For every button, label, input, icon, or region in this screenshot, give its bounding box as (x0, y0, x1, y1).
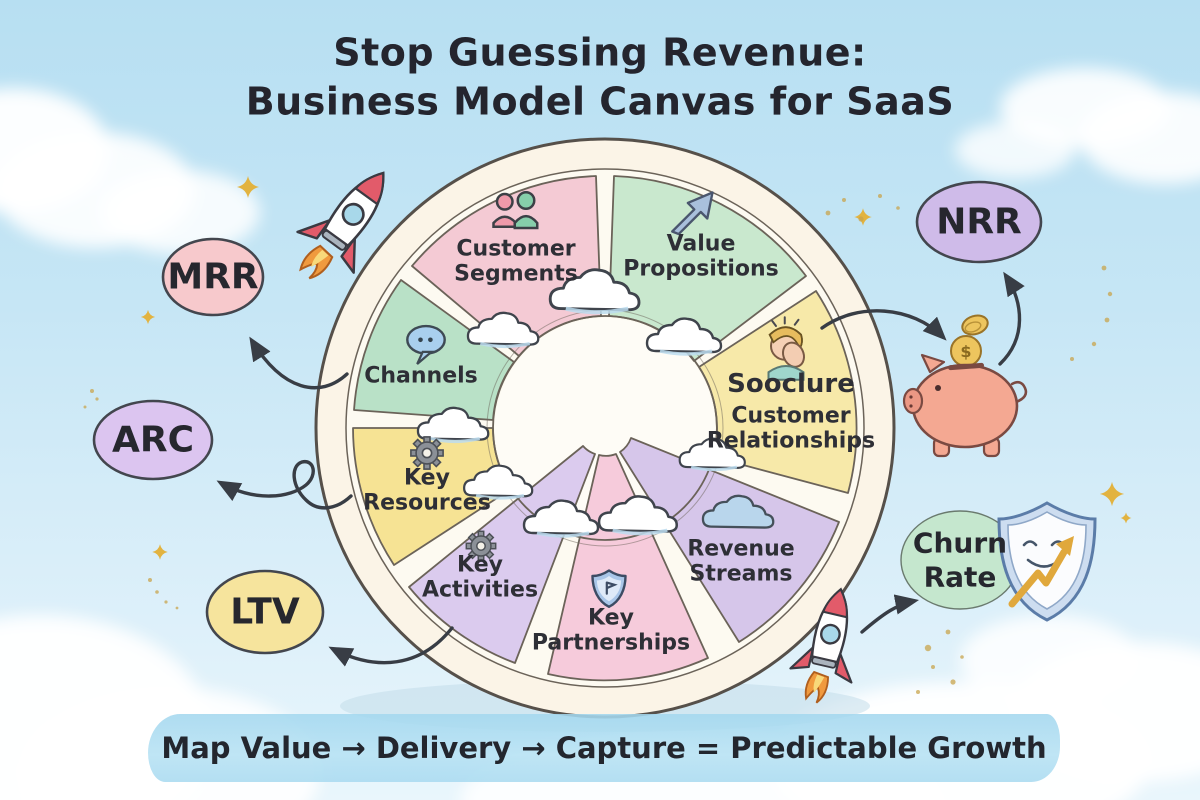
speech-bubble-icon (406, 324, 446, 365)
segment-label-key-activities: Key Activities (421, 552, 539, 602)
footer-banner-text: Map Value → Delivery → Capture = Predict… (161, 731, 1047, 765)
gold-speckles (83, 194, 1113, 694)
metric-bubbles (92, 180, 1043, 655)
segment-label-key-partnerships: Key Partnerships (531, 605, 691, 655)
bubble-arc (92, 399, 214, 481)
bubble-mrr (161, 237, 265, 317)
arrow-activities-to-ltv (328, 626, 454, 667)
piggy-tail (1010, 380, 1028, 404)
footer-banner (148, 714, 1060, 782)
piggy-eye (935, 385, 941, 391)
metric-label-nrr: NRR (936, 201, 1022, 243)
cloud-icon (701, 494, 775, 529)
arrow-rocket-to-churn (860, 594, 920, 634)
segment-label-customer-relationships: Customer Relationships (706, 403, 876, 453)
segment-label-key-resources: Key Resources (363, 465, 491, 515)
arrow-resources-to-arc (216, 460, 353, 510)
gear-icon (410, 436, 444, 470)
segment-key-activities (408, 445, 596, 664)
shield-smiley-icon (997, 501, 1097, 622)
segment-label-customer-segments: Customer Segments (454, 236, 578, 286)
business-model-wheel (314, 137, 896, 732)
segment-label-channels: Channels (364, 363, 478, 389)
metric-label-arc: ARC (111, 419, 195, 461)
coin-slot (948, 362, 984, 371)
arrow-piggy-to-nrr (998, 271, 1025, 366)
piggy-ear (920, 353, 946, 374)
piggy-bank-icon: $ (902, 314, 1028, 458)
customer-care-icon (767, 316, 805, 381)
coin-icon (961, 314, 989, 336)
connector-arrows (216, 271, 1025, 667)
arrow-channels-to-mrr (249, 336, 349, 390)
growth-arrow-icon (671, 191, 714, 236)
piggy-snout (902, 387, 924, 415)
people-icon (492, 190, 539, 230)
segment-key-partnerships (547, 453, 709, 682)
segment-label-value-propositions: Value Propositions (623, 231, 779, 281)
coin-dollar-sign: $ (960, 342, 971, 361)
metric-label-ltv: LTV (230, 591, 300, 633)
segment-revenue-streams (619, 437, 840, 643)
metric-label-mrr: MRR (167, 256, 259, 298)
metric-label-churn-rate: Churn Rate (912, 526, 1008, 593)
page-title: Stop Guessing Revenue: Business Model Ca… (245, 30, 955, 124)
growth-arrow-icon (1008, 548, 1068, 608)
bubble-ltv (205, 569, 325, 655)
bubble-nrr (915, 180, 1043, 264)
segment-label-revenue-streams: Revenue Streams (687, 536, 795, 586)
segment-overline-customer-relationships: Sooclure (727, 369, 855, 399)
shield-icon (591, 569, 627, 609)
arrow-relationships-to-piggy (820, 309, 947, 341)
